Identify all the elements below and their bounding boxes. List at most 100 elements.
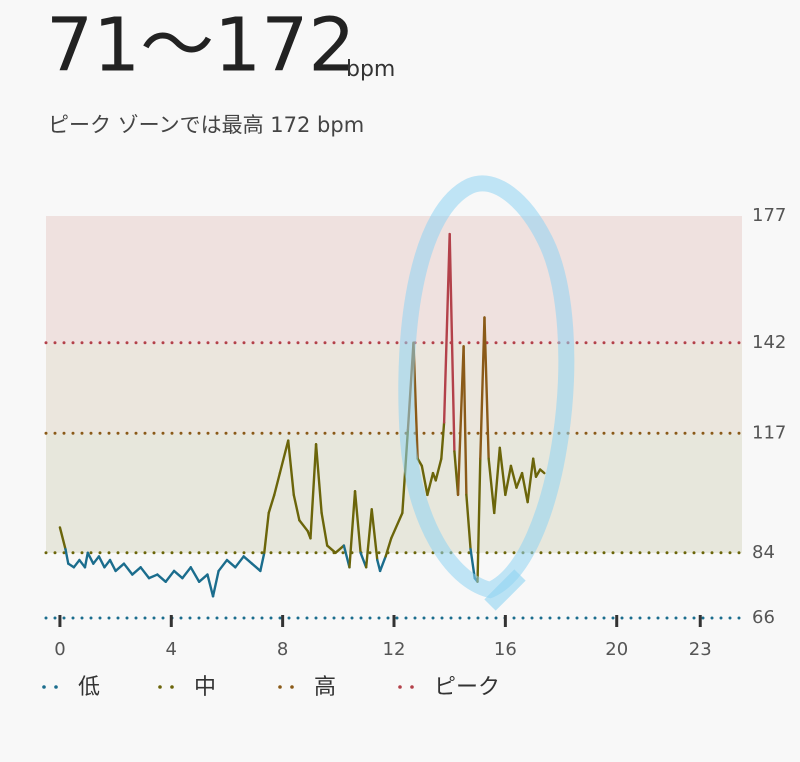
legend-marker: [290, 685, 294, 689]
line-segment: [498, 446, 507, 497]
legend-marker: [42, 685, 46, 689]
line-segment: [434, 457, 443, 482]
line-segment: [225, 558, 237, 569]
legend-marker: [54, 685, 58, 689]
line-segment: [250, 562, 262, 573]
line-segment: [420, 464, 429, 497]
bands: [46, 216, 742, 553]
legend-item: ピーク: [398, 675, 500, 700]
line-segment: [384, 537, 393, 558]
legend-marker: [410, 685, 414, 689]
legend-marker: [398, 685, 402, 689]
line-segment: [353, 490, 362, 555]
line-segment: [532, 457, 538, 478]
line-segment: [426, 471, 435, 497]
line-segment: [206, 573, 215, 598]
line-segment: [534, 468, 542, 478]
line-segment: [103, 558, 112, 569]
line-segment: [487, 457, 496, 515]
line-segment: [320, 511, 329, 547]
legend-label: 低: [78, 675, 100, 700]
line-segment: [122, 562, 134, 576]
x-tick-label: 16: [494, 639, 517, 660]
x-tick-label: 23: [689, 639, 712, 660]
line-segment: [263, 511, 270, 555]
line-segment: [114, 562, 126, 573]
line-segment: [172, 569, 184, 580]
line-segment: [504, 464, 513, 497]
legend-item: 高: [278, 675, 336, 700]
line-segment: [147, 573, 159, 580]
line-segment: [259, 551, 266, 573]
line-segment: [298, 519, 309, 533]
line-segment: [483, 316, 490, 460]
line-segment: [86, 551, 95, 565]
y-tick-label: 117: [752, 422, 786, 443]
line-segment: [448, 232, 456, 453]
legend-marker: [170, 685, 174, 689]
range-value: 71〜172: [46, 3, 355, 89]
y-tick-label: 84: [752, 542, 775, 563]
y-tick-label: 142: [752, 332, 786, 353]
line-segment: [334, 544, 346, 555]
legend-label: 高: [314, 675, 336, 700]
legend-marker: [278, 685, 282, 689]
line-segment: [390, 511, 404, 540]
line-segment: [97, 555, 106, 569]
line-segment: [92, 555, 101, 565]
line-segment: [325, 544, 337, 555]
zone-band: [46, 342, 742, 434]
line-segment: [58, 526, 67, 551]
line-segment: [509, 464, 518, 489]
line-segment: [309, 442, 318, 540]
line-segment: [479, 316, 486, 460]
line-segment: [278, 439, 290, 475]
line-segment: [440, 421, 446, 460]
line-segment: [139, 566, 151, 580]
line-segment: [370, 508, 379, 562]
line-segment: [314, 442, 323, 515]
line-segment: [181, 566, 192, 580]
line-segment: [164, 569, 176, 583]
line-segment: [465, 493, 472, 551]
line-segment: [520, 471, 529, 504]
plot: 66 84 117 142 177 0 4 8 12 16 20 23: [44, 205, 786, 660]
x-tick-label: 4: [166, 639, 177, 660]
line-segment: [267, 493, 276, 515]
line-segment: [131, 566, 142, 576]
line-segment: [72, 558, 81, 569]
zone-band: [46, 216, 742, 343]
line-segment: [442, 232, 451, 424]
line-segment: [217, 558, 229, 573]
line-segment: [64, 547, 70, 565]
line-segment: [348, 490, 357, 569]
legend-marker: [158, 685, 162, 689]
line-segment: [526, 457, 535, 504]
line-segment: [197, 573, 209, 583]
x-tick-label: 20: [605, 639, 628, 660]
legend-item: 中: [158, 675, 216, 700]
line-segment: [462, 345, 468, 497]
highlight-circle: [398, 175, 575, 599]
line-segment: [83, 551, 89, 569]
line-segment: [273, 471, 282, 497]
line-segment: [378, 555, 387, 573]
line-segment: [211, 569, 220, 598]
line-segment: [515, 471, 524, 489]
range-unit: bpm: [346, 57, 395, 82]
line-segment: [108, 558, 117, 573]
line-segment: [493, 446, 501, 515]
line-segment: [416, 457, 424, 468]
x-tick-label: 12: [383, 639, 406, 660]
highlight-stroke: [484, 569, 526, 611]
line-segment: [242, 555, 254, 565]
line-segment: [156, 573, 167, 583]
x-tick-label: 0: [54, 639, 65, 660]
y-tick-label: 66: [752, 607, 775, 628]
line-segment: [292, 493, 301, 522]
legend-label: ピーク: [434, 675, 500, 700]
line-segment: [364, 508, 373, 569]
line-segment: [189, 566, 201, 583]
